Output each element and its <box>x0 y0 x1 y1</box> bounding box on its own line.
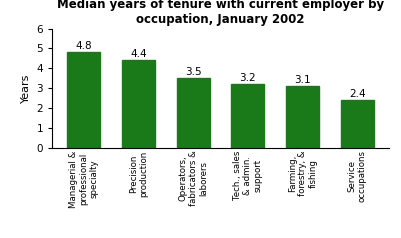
Text: 3.5: 3.5 <box>185 67 202 77</box>
Bar <box>122 60 155 148</box>
Title: Median years of tenure with current employer by
occupation, January 2002: Median years of tenure with current empl… <box>57 0 384 26</box>
Text: 3.2: 3.2 <box>239 73 256 83</box>
Bar <box>231 84 264 148</box>
Text: 2.4: 2.4 <box>349 89 366 99</box>
Text: 4.4: 4.4 <box>130 49 147 59</box>
Bar <box>67 52 100 148</box>
Text: 3.1: 3.1 <box>294 75 311 85</box>
Bar <box>286 86 319 148</box>
Bar <box>341 100 374 148</box>
Text: 4.8: 4.8 <box>75 41 92 51</box>
Bar <box>177 78 210 148</box>
Y-axis label: Years: Years <box>21 73 31 103</box>
